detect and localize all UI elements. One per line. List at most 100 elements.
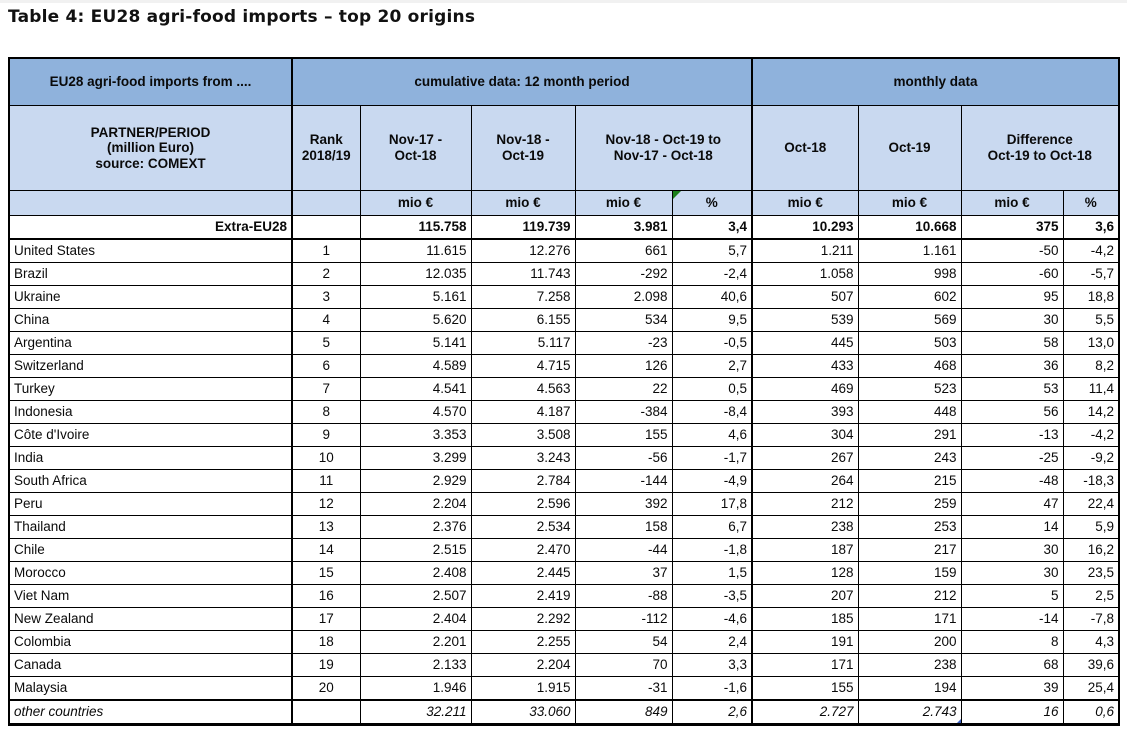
unit-cell-blank bbox=[291, 190, 361, 216]
month1-value-cell: 304 bbox=[751, 423, 859, 447]
cum-period2-header: Nov-18 - Oct-19 bbox=[470, 105, 576, 191]
table-row: Morocco 15 2.408 2.445 37 1,5 128 159 30… bbox=[8, 561, 1120, 585]
table-row: South Africa 11 2.929 2.784 -144 -4,9 26… bbox=[8, 469, 1120, 493]
cum-period2-value-cell: 119.739 bbox=[470, 215, 576, 240]
rank-cell: 19 bbox=[291, 653, 361, 677]
cum-period1-value-cell: 4.570 bbox=[359, 400, 472, 424]
month-diff-pct-cell: 22,4 bbox=[1062, 492, 1120, 516]
month-diff-pct-cell: 25,4 bbox=[1062, 676, 1120, 701]
month1-value-cell: 445 bbox=[751, 331, 859, 355]
rank-cell: 5 bbox=[291, 331, 361, 355]
month2-value-cell: 200 bbox=[857, 630, 962, 654]
cum-diff-pct-cell: 3,3 bbox=[671, 653, 753, 677]
cum-period2-value-cell: 2.445 bbox=[470, 561, 576, 585]
cum-diff-pct-cell: -1,6 bbox=[671, 676, 753, 701]
cum-diff-pct-cell: -3,5 bbox=[671, 584, 753, 608]
cum-diff-pct-cell: 3,4 bbox=[671, 215, 753, 240]
month-diff-value-cell: -25 bbox=[960, 446, 1064, 470]
month-diff-pct-cell: 14,2 bbox=[1062, 400, 1120, 424]
month-diff-value-cell: 56 bbox=[960, 400, 1064, 424]
cum-period1-value-cell: 2.408 bbox=[359, 561, 472, 585]
unit-cell-mio: mio € bbox=[857, 190, 962, 216]
month-diff-pct-cell: -5,7 bbox=[1062, 262, 1120, 286]
table-row: Malaysia 20 1.946 1.915 -31 -1,6 155 194… bbox=[8, 676, 1120, 701]
month-diff-value-cell: 58 bbox=[960, 331, 1064, 355]
month-diff-pct-cell: 11,4 bbox=[1062, 377, 1120, 401]
unit-cell-pct: % bbox=[671, 190, 753, 216]
table-row: Colombia 18 2.201 2.255 54 2,4 191 200 8… bbox=[8, 630, 1120, 654]
cum-diff-value-cell: 661 bbox=[574, 238, 673, 263]
month2-value-cell: 523 bbox=[857, 377, 962, 401]
month-diff-pct-cell: -7,8 bbox=[1062, 607, 1120, 631]
table-row: Extra-EU28 115.758 119.739 3.981 3,4 10.… bbox=[8, 215, 1120, 240]
rank-cell: 7 bbox=[291, 377, 361, 401]
cum-period1-value-cell: 4.541 bbox=[359, 377, 472, 401]
rank-cell: 18 bbox=[291, 630, 361, 654]
month2-value-cell: 259 bbox=[857, 492, 962, 516]
cell-corner-marker-icon bbox=[954, 718, 960, 724]
unit-cell-mio: mio € bbox=[359, 190, 472, 216]
partner-period-header: PARTNER/PERIOD (million Euro) source: CO… bbox=[8, 105, 293, 191]
country-cell: China bbox=[8, 308, 293, 332]
month-diff-value-cell: -48 bbox=[960, 469, 1064, 493]
rank-cell: 1 bbox=[291, 238, 361, 263]
unit-label: % bbox=[705, 195, 718, 211]
rank-cell bbox=[291, 699, 361, 725]
table-row: Argentina 5 5.141 5.117 -23 -0,5 445 503… bbox=[8, 331, 1120, 355]
month-diff-value-cell: 53 bbox=[960, 377, 1064, 401]
month-diff-pct-cell: -4,2 bbox=[1062, 238, 1120, 263]
month1-value-cell: 212 bbox=[751, 492, 859, 516]
country-cell: Viet Nam bbox=[8, 584, 293, 608]
cum-period2-value-cell: 2.204 bbox=[470, 653, 576, 677]
country-cell: Canada bbox=[8, 653, 293, 677]
cum-period2-value-cell: 4.187 bbox=[470, 400, 576, 424]
cum-diff-header: Nov-18 - Oct-19 to Nov-17 - Oct-18 bbox=[574, 105, 753, 191]
cum-period2-value-cell: 3.243 bbox=[470, 446, 576, 470]
cum-period1-value-cell: 5.141 bbox=[359, 331, 472, 355]
month-diff-pct-cell: 0,6 bbox=[1062, 699, 1120, 725]
month-diff-value-cell: -60 bbox=[960, 262, 1064, 286]
cum-diff-pct-cell: 9,5 bbox=[671, 308, 753, 332]
rank-cell: 10 bbox=[291, 446, 361, 470]
month-diff-value-cell: 68 bbox=[960, 653, 1064, 677]
cum-period2-value-cell: 11.743 bbox=[470, 262, 576, 286]
country-cell: Côte d'Ivoire bbox=[8, 423, 293, 447]
month1-header: Oct-18 bbox=[751, 105, 859, 191]
month2-value-cell: 217 bbox=[857, 538, 962, 562]
month2-value-cell: 2.743 bbox=[857, 699, 962, 725]
rank-cell: 9 bbox=[291, 423, 361, 447]
cum-diff-value-cell: 37 bbox=[574, 561, 673, 585]
country-cell: New Zealand bbox=[8, 607, 293, 631]
month1-value-cell: 238 bbox=[751, 515, 859, 539]
cum-diff-pct-cell: -2,4 bbox=[671, 262, 753, 286]
rank-cell: 14 bbox=[291, 538, 361, 562]
month2-value-cell: 998 bbox=[857, 262, 962, 286]
month1-value-cell: 507 bbox=[751, 285, 859, 309]
month1-value-cell: 10.293 bbox=[751, 215, 859, 240]
cum-period2-value-cell: 2.784 bbox=[470, 469, 576, 493]
rank-cell: 4 bbox=[291, 308, 361, 332]
cum-diff-pct-cell: 0,5 bbox=[671, 377, 753, 401]
cum-period1-value-cell: 3.299 bbox=[359, 446, 472, 470]
month1-value-cell: 187 bbox=[751, 538, 859, 562]
table-row: Switzerland 6 4.589 4.715 126 2,7 433 46… bbox=[8, 354, 1120, 378]
month2-value-cell: 171 bbox=[857, 607, 962, 631]
month-diff-pct-cell: 5,5 bbox=[1062, 308, 1120, 332]
month2-value-cell: 159 bbox=[857, 561, 962, 585]
month-diff-pct-cell: 8,2 bbox=[1062, 354, 1120, 378]
cum-period1-value-cell: 5.161 bbox=[359, 285, 472, 309]
rank-cell: 2 bbox=[291, 262, 361, 286]
country-cell: Peru bbox=[8, 492, 293, 516]
month2-value-cell: 291 bbox=[857, 423, 962, 447]
cum-diff-value-cell: -112 bbox=[574, 607, 673, 631]
table-row: Indonesia 8 4.570 4.187 -384 -8,4 393 44… bbox=[8, 400, 1120, 424]
cum-diff-pct-cell: -1,8 bbox=[671, 538, 753, 562]
country-cell: Thailand bbox=[8, 515, 293, 539]
cum-diff-value-cell: 534 bbox=[574, 308, 673, 332]
cum-period2-value-cell: 2.596 bbox=[470, 492, 576, 516]
table-row: Canada 19 2.133 2.204 70 3,3 171 238 68 … bbox=[8, 653, 1120, 677]
cum-diff-value-cell: 3.981 bbox=[574, 215, 673, 240]
unit-cell-blank bbox=[8, 190, 293, 216]
table-row: China 4 5.620 6.155 534 9,5 539 569 30 5… bbox=[8, 308, 1120, 332]
month2-value-cell: 212 bbox=[857, 584, 962, 608]
